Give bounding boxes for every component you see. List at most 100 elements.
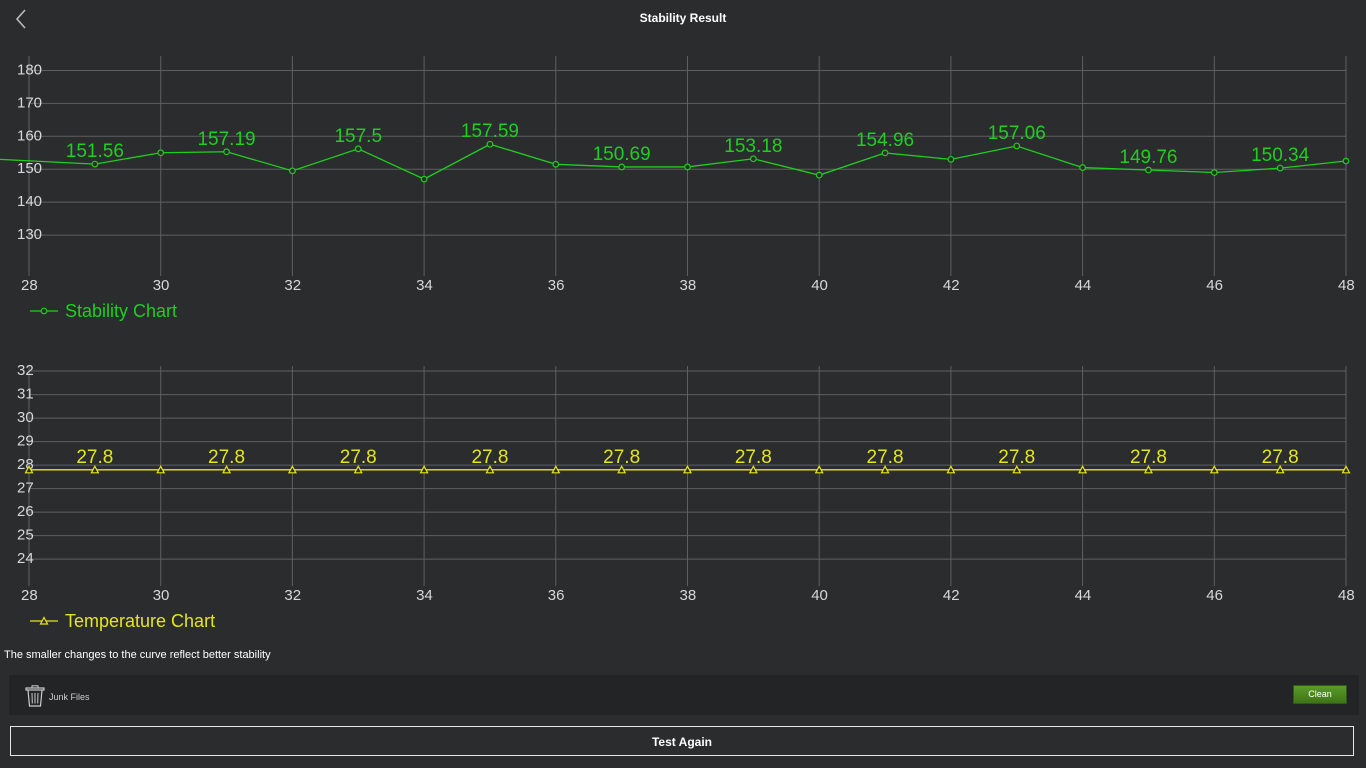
data-label: 151.56 [66, 141, 124, 162]
x-tick-label: 42 [943, 277, 960, 294]
data-label: 27.8 [208, 447, 245, 468]
x-tick-label: 40 [811, 587, 828, 604]
x-tick-label: 46 [1206, 277, 1223, 294]
trash-icon [25, 685, 45, 707]
x-tick-label: 44 [1075, 587, 1092, 604]
legend-marker [39, 616, 49, 625]
info-text: The smaller changes to the curve reflect… [4, 649, 271, 661]
y-tick-label: 30 [17, 409, 34, 426]
data-point [287, 465, 297, 474]
x-tick-label: 28 [21, 587, 38, 604]
data-point [617, 465, 627, 474]
data-point [223, 148, 230, 156]
data-point [618, 163, 626, 171]
data-point [486, 140, 494, 148]
x-tick-label: 48 [1338, 587, 1355, 604]
clean-button[interactable]: Clean [1293, 685, 1347, 704]
data-point [24, 465, 34, 474]
x-tick-label: 40 [811, 277, 828, 294]
data-point [353, 465, 363, 474]
data-point [880, 465, 890, 474]
data-point [1143, 465, 1153, 474]
data-label: 27.8 [471, 447, 508, 468]
x-tick-label: 38 [680, 277, 697, 294]
data-point [1145, 166, 1152, 174]
data-point [156, 465, 166, 474]
data-point [947, 155, 955, 163]
data-point [1276, 164, 1284, 172]
data-label: 150.34 [1251, 145, 1310, 166]
x-tick-label: 28 [21, 277, 38, 294]
data-point [552, 160, 560, 168]
y-tick-label: 25 [17, 527, 34, 544]
data-label: 27.8 [867, 447, 904, 468]
x-tick-label: 38 [680, 587, 697, 604]
data-point [91, 160, 99, 168]
data-point [814, 465, 824, 474]
y-tick-label: 31 [17, 386, 34, 403]
junk-files-label: Junk Files [49, 692, 90, 702]
data-point [682, 465, 693, 474]
data-point [1012, 465, 1022, 474]
data-label: 27.8 [998, 447, 1035, 468]
y-tick-label: 32 [17, 362, 34, 379]
x-tick-label: 32 [284, 277, 301, 294]
data-point [1275, 465, 1285, 474]
data-point [815, 171, 823, 179]
data-point [90, 465, 100, 474]
data-point [157, 149, 165, 157]
x-tick-label: 44 [1075, 277, 1092, 294]
data-point [1078, 465, 1088, 474]
x-tick-label: 42 [943, 587, 960, 604]
data-label: 27.8 [340, 447, 377, 468]
y-tick-label: 29 [17, 433, 34, 450]
data-label: 154.96 [856, 130, 914, 151]
data-label: 157.06 [988, 123, 1046, 144]
legend-label: Stability Chart [65, 301, 177, 321]
data-point [420, 175, 428, 183]
y-tick-label: 180 [17, 61, 42, 78]
legend-marker [40, 307, 48, 315]
data-label: 150.69 [593, 144, 651, 165]
y-tick-label: 160 [17, 127, 42, 144]
data-point [222, 465, 232, 474]
x-tick-label: 34 [416, 277, 433, 294]
test-again-button[interactable]: Test Again [10, 726, 1354, 756]
data-point [1209, 465, 1219, 474]
x-tick-label: 48 [1338, 277, 1355, 294]
data-point [1341, 465, 1351, 474]
data-point [748, 465, 758, 474]
header: Stability Result [0, 0, 1366, 36]
data-point [1210, 169, 1218, 176]
chevron-left-icon[interactable] [8, 6, 34, 32]
y-tick-label: 130 [17, 226, 42, 243]
x-tick-label: 46 [1206, 587, 1223, 604]
x-tick-label: 34 [416, 587, 433, 604]
data-point [1079, 164, 1086, 171]
y-tick-label: 150 [17, 160, 42, 177]
data-point [881, 149, 889, 157]
data-point [1013, 142, 1021, 150]
y-tick-label: 27 [17, 480, 34, 497]
data-point [1342, 157, 1350, 165]
legend-label: Temperature Chart [65, 611, 215, 631]
data-point [289, 167, 296, 175]
data-point [684, 163, 691, 171]
data-label: 27.8 [735, 447, 772, 468]
x-tick-label: 32 [284, 587, 301, 604]
data-label: 27.8 [603, 447, 640, 468]
data-label: 157.19 [197, 129, 255, 150]
data-label: 27.8 [76, 447, 113, 468]
data-label: 157.5 [334, 126, 382, 147]
y-tick-label: 170 [17, 94, 42, 111]
x-tick-label: 30 [153, 277, 170, 294]
data-label: 157.59 [461, 121, 519, 142]
y-tick-label: 24 [17, 550, 34, 567]
data-label: 27.8 [1130, 447, 1167, 468]
y-tick-label: 26 [17, 503, 34, 520]
data-point [354, 145, 362, 153]
page-title: Stability Result [639, 11, 727, 25]
junk-files-bar: Junk Files Clean [9, 675, 1359, 715]
data-point [946, 465, 956, 474]
